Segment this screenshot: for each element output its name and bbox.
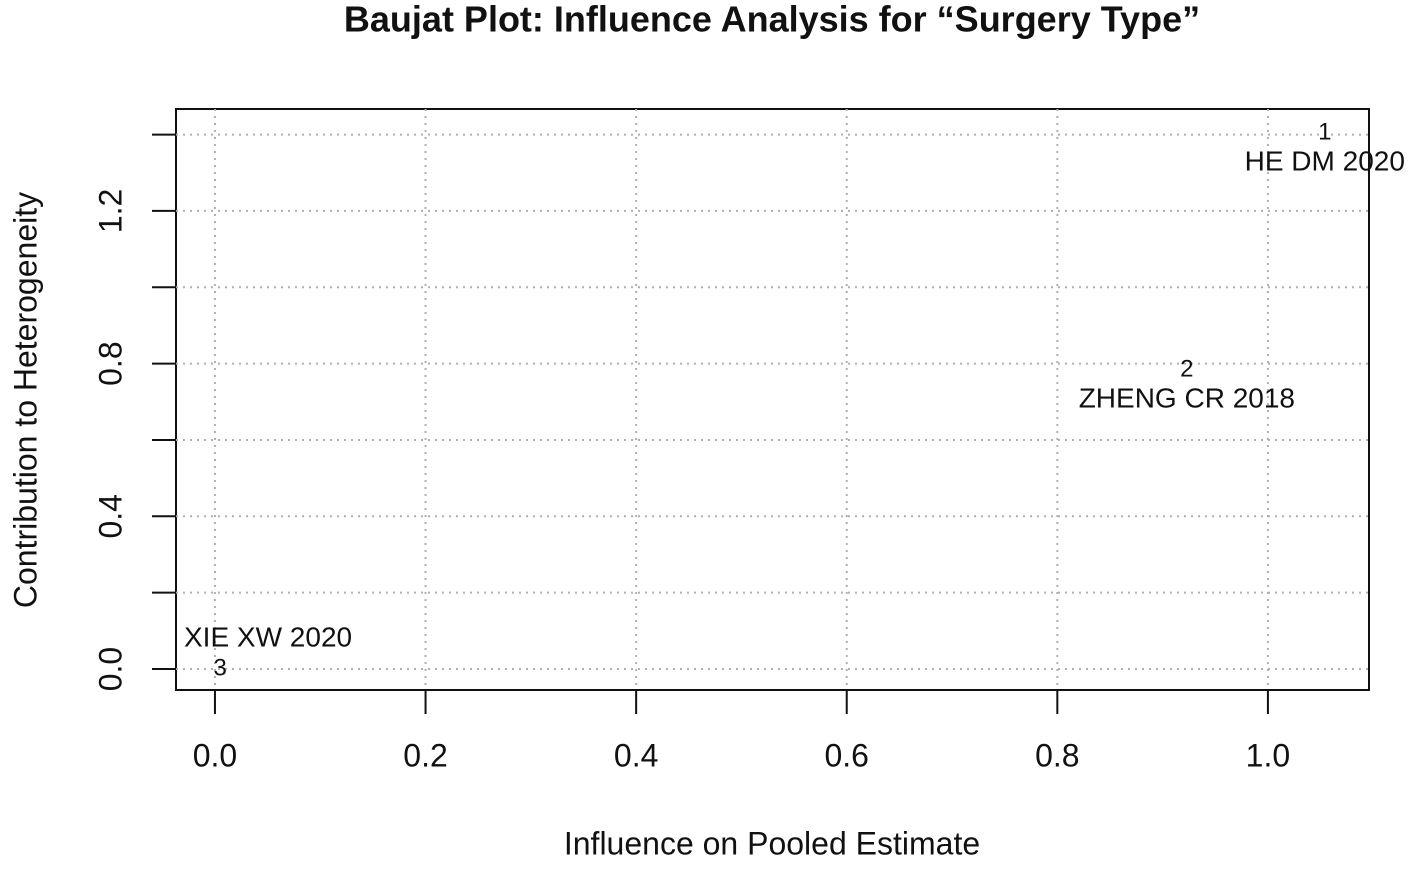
plot-frame [175,108,1370,691]
y-tick-label: 0.8 [92,341,128,385]
y-tick-label: 1.2 [92,189,128,233]
study-label: HE DM 2020 [1245,145,1405,176]
y-tick-label: 0.0 [92,647,128,691]
point-marker: 3 [214,654,227,681]
x-tick-label: 0.4 [614,737,658,773]
chart-title: Baujat Plot: Influence Analysis for “Sur… [344,0,1200,40]
point-marker: 2 [1180,355,1193,382]
study-label: XIE XW 2020 [184,621,352,652]
x-tick-label: 1.0 [1246,737,1290,773]
point-marker: 1 [1318,118,1331,145]
x-axis-label: Influence on Pooled Estimate [564,825,980,861]
x-tick-label: 0.8 [1035,737,1079,773]
y-tick-label: 0.4 [92,494,128,538]
x-tick-label: 0.0 [193,737,237,773]
x-tick-label: 0.2 [403,737,447,773]
study-label: ZHENG CR 2018 [1079,382,1295,413]
x-tick-label: 0.6 [824,737,868,773]
y-axis-label: Contribution to Heterogeneity [7,192,43,608]
